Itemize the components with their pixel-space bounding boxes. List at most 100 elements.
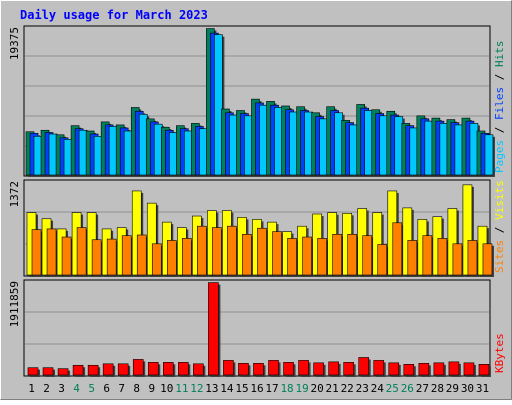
x-tick-label-day-12: 12	[190, 382, 203, 395]
bar-kbytes-day-9-fill	[147, 362, 159, 376]
bar-kbytes-day-17-fill	[268, 360, 279, 376]
bar-sites-day-5-fill	[91, 239, 102, 276]
bar-sites-day-19	[302, 236, 314, 277]
bar-sites-day-6-fill	[106, 238, 117, 276]
chart-panels: 19375 Pages / Files / Hits 1372 Sites / Vis…	[8, 25, 506, 377]
bar-kbytes-day-4	[72, 364, 86, 377]
bar-kbytes-day-2-fill	[42, 367, 54, 376]
bar-kbytes-day-24	[373, 360, 386, 377]
bar-kbytes-day-16	[253, 363, 266, 377]
x-tick-label-day-8: 8	[133, 382, 140, 395]
bar-kbytes-day-8	[132, 359, 146, 377]
x-tick-label-day-9: 9	[148, 382, 155, 395]
bar-kbytes-day-31	[478, 363, 491, 377]
bar-sites-day-30-fill	[467, 240, 478, 276]
bar-kbytes-day-3-fill	[57, 368, 69, 376]
bar-sites-day-1-fill	[31, 229, 42, 276]
bar-sites-day-4-fill	[76, 227, 87, 276]
bar-pages-day-13	[214, 34, 225, 178]
bar-kbytes-day-30	[463, 362, 476, 377]
panel-kbytes: 1911859 KBytes	[8, 279, 506, 377]
bar-kbytes-day-21	[328, 361, 341, 377]
bar-kbytes-day-12	[193, 363, 206, 377]
bar-sites-day-13	[212, 227, 224, 277]
x-tick-label-day-2: 2	[43, 382, 50, 395]
bar-sites-day-22-fill	[347, 234, 357, 276]
bar-kbytes-day-20-fill	[313, 362, 324, 376]
bar-kbytes-day-22-fill	[343, 362, 354, 376]
bar-visits-day-30-fill	[462, 184, 473, 276]
x-tick-label-day-13: 13	[205, 382, 218, 395]
bar-sites-day-23	[362, 235, 374, 277]
bar-kbytes-day-20	[313, 362, 326, 377]
bar-kbytes-day-6	[102, 363, 116, 377]
bar-sites-day-3	[61, 236, 74, 277]
bar-kbytes-day-1	[27, 367, 40, 377]
bar-sites-day-30	[467, 240, 479, 277]
legend-separator: /	[493, 67, 506, 87]
bar-sites-day-9-fill	[151, 243, 162, 276]
bar-kbytes-day-11-fill	[178, 362, 189, 376]
bar-sites-day-14	[227, 225, 239, 277]
bar-sites-day-1	[31, 229, 43, 277]
x-tick-label-day-27: 27	[416, 382, 429, 395]
bar-sites-day-20-fill	[317, 238, 327, 276]
legend-item-kbytes: KBytes	[493, 333, 506, 373]
bar-pages-day-31-fill	[484, 134, 494, 176]
bar-kbytes-day-25	[388, 362, 401, 377]
bar-sites-day-15	[242, 234, 254, 277]
bar-kbytes-day-19-fill	[298, 360, 309, 376]
x-tick-label-day-30: 30	[461, 382, 474, 395]
bar-kbytes-day-12-fill	[193, 363, 204, 376]
bar-sites-day-23-fill	[362, 235, 373, 276]
bar-sites-day-2-fill	[46, 228, 57, 276]
bar-kbytes-day-21-fill	[328, 361, 339, 376]
x-tick-label-day-15: 15	[235, 382, 248, 395]
bar-kbytes-day-26-fill	[403, 363, 415, 376]
legend-item-sites: Sites	[493, 240, 506, 273]
bar-kbytes-day-24-fill	[373, 360, 385, 376]
bar-sites-day-28	[437, 238, 449, 277]
x-tick-label-day-29: 29	[446, 382, 459, 395]
bar-sites-day-27-fill	[422, 235, 433, 276]
bar-visits-day-9-fill	[146, 202, 157, 276]
bar-sites-day-26-fill	[407, 240, 418, 276]
bar-sites-day-15-fill	[242, 234, 252, 276]
bar-visits-day-8-fill	[131, 190, 142, 276]
bar-sites-day-4	[76, 227, 89, 277]
x-tick-label-day-10: 10	[160, 382, 173, 395]
bar-kbytes-day-13	[208, 282, 221, 377]
bar-sites-day-25-fill	[392, 222, 403, 276]
legend-item-files: Files	[493, 87, 506, 120]
bar-sites-day-31-fill	[482, 243, 493, 276]
bar-kbytes-day-2	[42, 367, 56, 377]
bar-sites-day-22	[347, 234, 359, 277]
bar-sites-day-18	[287, 238, 299, 277]
bar-kbytes-day-29-fill	[448, 361, 460, 376]
x-tick-label-day-28: 28	[431, 382, 444, 395]
plot-area-kbytes	[23, 279, 491, 377]
x-tick-label-day-25: 25	[386, 382, 399, 395]
bar-sites-day-31	[482, 243, 494, 277]
panel-visits-sites: 1372 Sites / Visits	[8, 179, 506, 277]
bar-kbytes-day-6-fill	[102, 363, 114, 376]
bar-sites-day-7	[121, 235, 134, 277]
x-tick-label-day-20: 20	[311, 382, 324, 395]
bar-kbytes-day-23	[358, 357, 371, 377]
bar-kbytes-day-28-fill	[433, 362, 445, 376]
bar-sites-day-16	[257, 227, 269, 277]
bar-sites-day-29	[452, 243, 464, 277]
bar-kbytes-day-17	[268, 360, 281, 377]
bar-pages-day-13-fill	[214, 34, 223, 176]
bar-sites-day-28-fill	[437, 238, 448, 276]
x-tick-label-day-1: 1	[28, 382, 35, 395]
bar-sites-day-17	[272, 231, 284, 277]
bar-sites-day-2	[46, 228, 59, 277]
bar-kbytes-day-14	[223, 360, 236, 377]
bar-kbytes-day-14-fill	[223, 360, 234, 376]
legend-kbytes: KBytes	[493, 333, 506, 373]
bar-kbytes-day-19	[298, 360, 311, 377]
x-tick-label-day-4: 4	[73, 382, 80, 395]
bar-kbytes-day-18-fill	[283, 362, 294, 376]
x-tick-label-day-3: 3	[58, 382, 65, 395]
